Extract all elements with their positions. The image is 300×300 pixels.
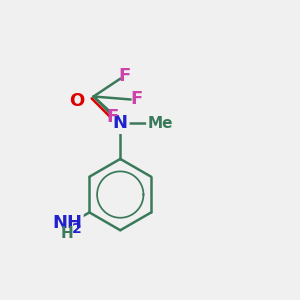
Text: 2: 2 [71, 222, 81, 236]
Text: N: N [113, 114, 128, 132]
Text: F: F [130, 91, 143, 109]
Text: O: O [70, 92, 85, 110]
Text: NH: NH [52, 214, 82, 232]
Text: Me: Me [148, 116, 173, 131]
Text: F: F [118, 67, 131, 85]
Text: F: F [107, 108, 119, 126]
Text: H: H [61, 226, 73, 241]
